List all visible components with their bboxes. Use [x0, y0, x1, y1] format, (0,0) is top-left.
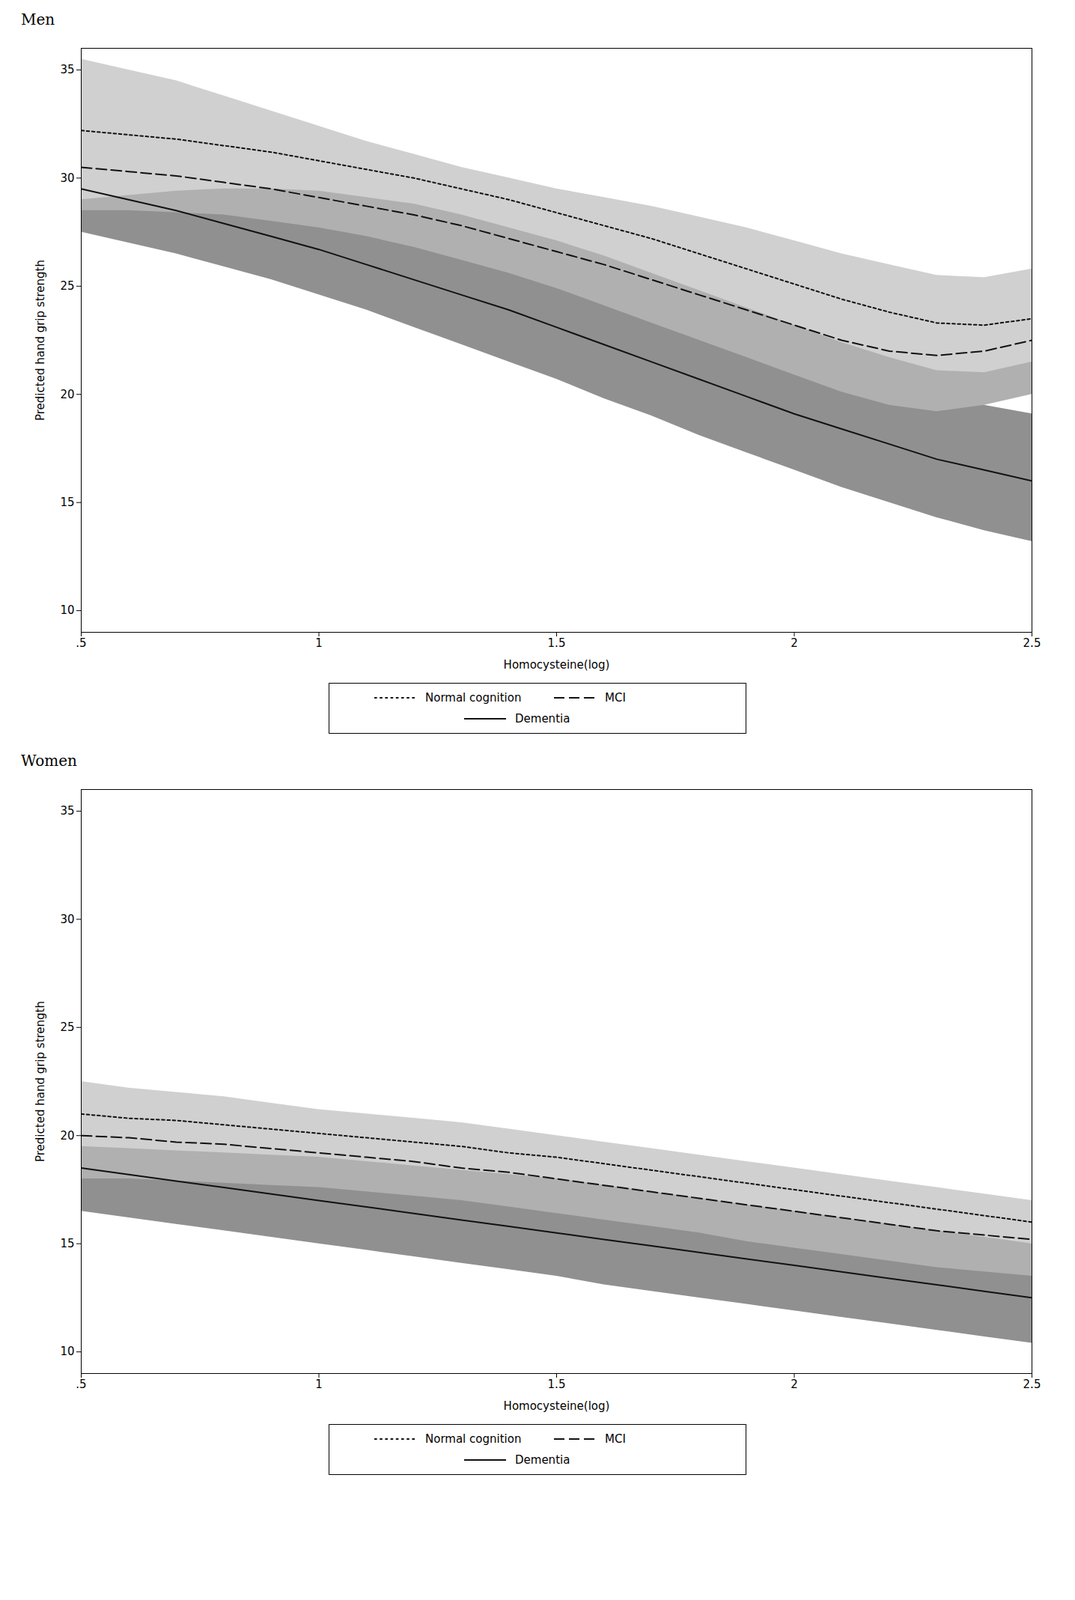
html-text:Dementia: Dementia [515, 1453, 570, 1467]
html-text:Dementia: Dementia [515, 711, 570, 726]
svg-text:1: 1 [315, 636, 323, 650]
html-text:MCI: MCI [604, 1432, 626, 1446]
html-text:MCI: MCI [604, 690, 626, 705]
svg-text:20: 20 [59, 1128, 75, 1143]
svg-text:1: 1 [315, 1377, 323, 1391]
svg-text:1.5: 1.5 [547, 636, 566, 650]
svg-text:.5: .5 [75, 1377, 87, 1391]
html-text:Normal cognition: Normal cognition [425, 690, 522, 705]
svg-text:Homocysteine(log): Homocysteine(log) [503, 658, 611, 672]
svg-text:15: 15 [59, 1236, 75, 1251]
svg-text:35: 35 [59, 804, 75, 818]
svg-text:Predicted hand grip strength: Predicted hand grip strength [33, 1000, 48, 1162]
svg-text:.5: .5 [75, 636, 87, 650]
html-text:Men: Men [20, 10, 55, 29]
svg-text:10: 10 [59, 603, 75, 617]
svg-text:1.5: 1.5 [547, 1377, 566, 1391]
svg-text:25: 25 [59, 279, 75, 293]
svg-text:2: 2 [790, 1377, 799, 1391]
svg-text:2: 2 [790, 636, 799, 650]
html-text:Normal cognition: Normal cognition [425, 1432, 522, 1446]
svg-text:2.5: 2.5 [1023, 1377, 1042, 1391]
svg-text:10: 10 [59, 1344, 75, 1358]
svg-text:15: 15 [59, 495, 75, 510]
svg-text:Homocysteine(log): Homocysteine(log) [503, 1399, 611, 1413]
svg-text:2.5: 2.5 [1023, 636, 1042, 650]
svg-text:25: 25 [59, 1020, 75, 1034]
svg-text:35: 35 [59, 62, 75, 77]
svg-text:30: 30 [59, 171, 75, 185]
html-text:Women: Women [20, 751, 78, 770]
svg-text:30: 30 [59, 912, 75, 927]
svg-text:20: 20 [59, 387, 75, 402]
svg-text:Predicted hand grip strength: Predicted hand grip strength [33, 259, 48, 421]
